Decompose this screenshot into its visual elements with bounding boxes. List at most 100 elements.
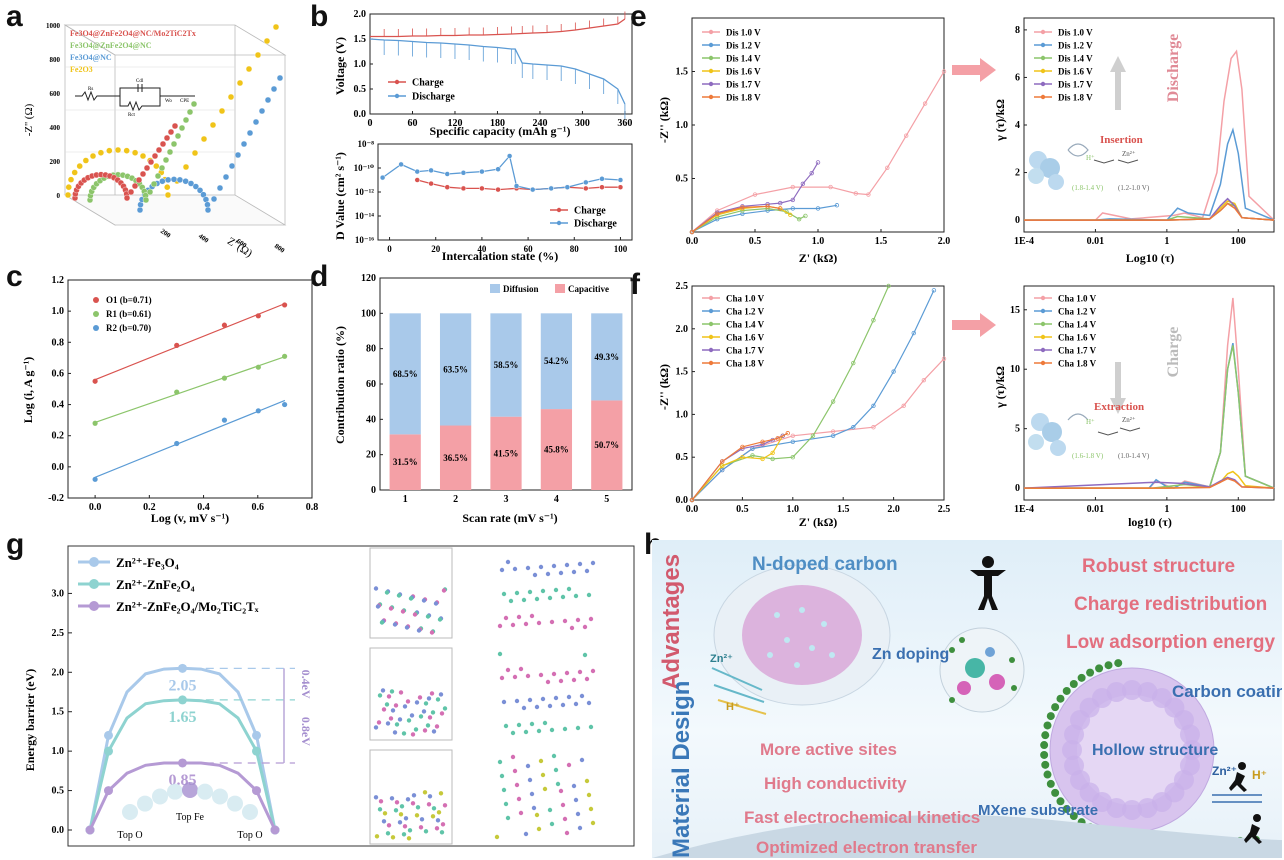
panel-b2-xtick: 40 bbox=[477, 244, 487, 254]
crystal-atom bbox=[437, 617, 443, 622]
hollow-sphere-cell bbox=[1179, 724, 1200, 745]
panel-d-bar-diffusion bbox=[439, 313, 472, 426]
panel-e1-point bbox=[834, 203, 840, 208]
crystal-atom bbox=[439, 711, 445, 716]
panel-b2-xtick: 20 bbox=[431, 244, 441, 254]
panel-b1-frame bbox=[369, 13, 633, 115]
crystal-atom bbox=[566, 586, 572, 592]
design-item-2: High conductivity bbox=[764, 774, 907, 793]
panel-b1-ytick: 1.0 bbox=[354, 59, 367, 70]
crystal-atom bbox=[553, 767, 559, 773]
panel-e1-xtick: 0.5 bbox=[749, 236, 762, 247]
crystal-atom bbox=[394, 800, 400, 805]
crystal-atom bbox=[499, 675, 505, 681]
panel-b2-legend-label: Discharge bbox=[574, 219, 617, 230]
crystal-atom bbox=[562, 618, 568, 624]
crystal-atom bbox=[521, 597, 527, 603]
panel-f2-legend-label: Cha 1.7 V bbox=[1058, 346, 1097, 356]
crystal-atom bbox=[499, 773, 505, 779]
crystal-atom bbox=[536, 620, 542, 626]
crystal-atom bbox=[419, 817, 425, 822]
panel-f1-point bbox=[720, 463, 725, 468]
panel-b2-xtick: 60 bbox=[524, 244, 534, 254]
panel-c-point bbox=[92, 476, 98, 482]
panel-letter-f: f bbox=[630, 268, 640, 301]
panel-d-label-diffusion: 49.3% bbox=[594, 352, 619, 362]
crystal-atom bbox=[430, 710, 436, 715]
panel-e1-point bbox=[866, 192, 871, 197]
panel-f1-legend-label: Cha 1.6 V bbox=[726, 333, 765, 343]
panel-a-point bbox=[150, 180, 158, 188]
panel-b2-ytick: 10⁻¹⁰ bbox=[354, 163, 374, 173]
panel-b2-legend-label: Charge bbox=[574, 206, 606, 217]
panel-e1-legend-marker bbox=[708, 68, 714, 74]
panel-f1-ytick: 0.0 bbox=[676, 495, 689, 506]
panel-a-point bbox=[153, 162, 160, 170]
panel-d-bar-capacitive bbox=[439, 425, 472, 490]
panel-a-point bbox=[227, 93, 235, 101]
panel-g-site-label: Top Fe bbox=[176, 812, 204, 823]
panel-e1-legend-label: Dis 1.6 V bbox=[726, 67, 761, 77]
crystal-atom bbox=[418, 825, 424, 830]
crystal-atom bbox=[577, 561, 583, 567]
panel-f2-ytick: 5 bbox=[1015, 424, 1020, 435]
panel-f1-point bbox=[830, 429, 836, 434]
crystal-atom bbox=[393, 808, 399, 813]
panel-a-point bbox=[176, 176, 184, 184]
panel-f1-point bbox=[851, 425, 856, 430]
panel-a-point bbox=[162, 156, 170, 164]
panel-g-site-bead bbox=[167, 783, 183, 800]
crystal-atom bbox=[427, 715, 433, 720]
panel-b1-xtick: 60 bbox=[407, 118, 417, 129]
crystal-atom bbox=[575, 725, 581, 731]
panel-a-point bbox=[186, 108, 194, 116]
panel-a-box bbox=[63, 24, 287, 226]
panel-d-legend-swatch bbox=[490, 284, 500, 293]
panel-f1-legend-label: Cha 1.0 V bbox=[726, 294, 765, 304]
panel-f1-legend-marker bbox=[708, 360, 714, 366]
panel-b2-point bbox=[495, 186, 501, 193]
crystal-atom bbox=[545, 679, 551, 685]
panel-f2-legend-label: Cha 1.8 V bbox=[1058, 359, 1097, 369]
label-hollow-structure: Hollow structure bbox=[1092, 742, 1219, 759]
panel-e1-point bbox=[714, 211, 720, 217]
panel-a-point bbox=[123, 147, 130, 154]
panel-g-point bbox=[252, 746, 261, 756]
crystal-atom bbox=[503, 801, 509, 807]
crystal-atom bbox=[414, 700, 420, 705]
panel-g-legend-marker bbox=[89, 557, 99, 567]
panel-b2-point bbox=[444, 184, 451, 190]
crystal-atom bbox=[379, 620, 385, 625]
panel-b2-point bbox=[414, 177, 421, 183]
panel-f1-series-line bbox=[691, 358, 945, 501]
panel-a-ztick: 0 bbox=[57, 192, 61, 200]
crystal-atom bbox=[373, 586, 379, 591]
panel-b2-point bbox=[495, 166, 501, 172]
crystal-atom bbox=[390, 835, 396, 840]
panel-e1-series-line bbox=[691, 162, 819, 233]
panel-a-xtick: 400 bbox=[197, 232, 211, 245]
panel-a-point bbox=[164, 191, 172, 199]
panel-a-point bbox=[263, 37, 271, 45]
circuit-cpe: CPE bbox=[180, 99, 189, 104]
panel-e1-point bbox=[815, 160, 821, 165]
panel-e1-chart: 0.0 0.5 1.0 1.5 2.0 0.5 1.0 1.5 Dis 1.0 V Dis 1.2… bbox=[657, 17, 950, 265]
crystal-atom bbox=[555, 781, 561, 787]
crystal-atom bbox=[582, 652, 588, 658]
panel-c-fit-line bbox=[94, 399, 286, 478]
panel-f1-legend-marker bbox=[708, 321, 714, 327]
panel-a-point bbox=[142, 196, 150, 204]
panel-f1-xtick: 0.5 bbox=[736, 504, 749, 515]
crystal-atom bbox=[516, 796, 522, 802]
crystal-atom bbox=[542, 786, 548, 792]
panel-e1-point bbox=[788, 212, 793, 218]
panel-g-site-bead bbox=[242, 804, 258, 820]
crystal-atom bbox=[389, 796, 395, 801]
crystal-atom bbox=[405, 797, 411, 802]
crystal-atom bbox=[549, 727, 555, 733]
extraction-range-1: (1.6-1.8 V) bbox=[1072, 452, 1104, 460]
panel-c-legend-marker bbox=[93, 297, 99, 303]
panel-e2-xtick: 1 bbox=[1164, 236, 1169, 247]
side-label-design: Material Design bbox=[668, 680, 695, 858]
